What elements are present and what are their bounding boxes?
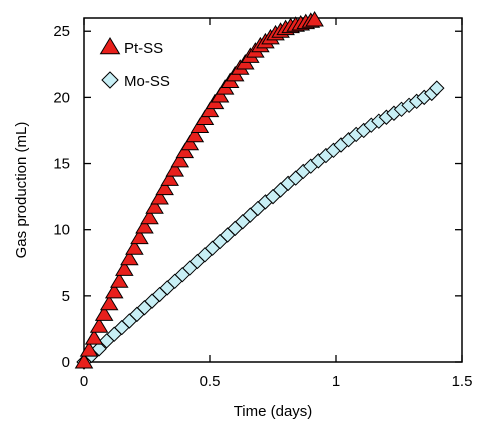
mo-ss-point xyxy=(429,80,445,96)
legend: Pt-SS Mo-SS xyxy=(99,37,170,90)
y-tick-label: 20 xyxy=(53,89,70,106)
pt-ss-point xyxy=(89,317,109,333)
y-tick-label: 15 xyxy=(53,156,70,173)
pt-ss-point xyxy=(145,198,164,214)
pt-ss-point xyxy=(120,249,139,266)
legend-label-mo-ss: Mo-SS xyxy=(124,73,170,90)
legend-marker-mo-ss xyxy=(101,71,119,89)
x-axis-title: Time (days) xyxy=(234,403,313,420)
legend-label-pt-ss: Pt-SS xyxy=(124,40,163,57)
pt-ss-point xyxy=(195,109,215,126)
pt-ss-point xyxy=(160,170,179,186)
pt-ss-point xyxy=(130,228,149,245)
pt-ss-point xyxy=(180,134,200,151)
pt-ss-point xyxy=(109,272,129,288)
pt-ss-point xyxy=(94,305,114,321)
pt-ss-point xyxy=(74,353,94,369)
plot-frame xyxy=(83,17,463,363)
series-pt-ss xyxy=(74,11,324,369)
pt-ss-point xyxy=(79,341,99,357)
pt-ss-point xyxy=(175,142,195,159)
y-tick-label: 0 xyxy=(62,354,70,371)
pt-ss-point xyxy=(125,239,144,255)
x-tick-label: 1 xyxy=(332,373,340,390)
axis-tick-labels: 0 0.5 1 1.5 0 5 10 15 20 25 xyxy=(53,23,472,390)
pt-ss-point xyxy=(135,218,154,234)
x-tick-label: 0.5 xyxy=(200,373,221,390)
pt-ss-point xyxy=(140,208,159,225)
pt-ss-point xyxy=(170,151,190,168)
pt-ss-point xyxy=(190,117,210,133)
y-tick-label: 10 xyxy=(53,222,70,239)
data-layer xyxy=(74,11,445,370)
y-axis-title: Gas production (mL) xyxy=(13,122,30,259)
x-tick-label: 0 xyxy=(80,373,88,390)
y-tick-label: 5 xyxy=(62,288,70,305)
pt-ss-point xyxy=(84,329,104,345)
pt-ss-point xyxy=(200,101,220,118)
pt-ss-point xyxy=(305,11,324,27)
pt-ss-point xyxy=(165,161,185,177)
pt-ss-point xyxy=(155,179,174,196)
legend-marker-pt-ss xyxy=(99,37,121,55)
series-mo-ss xyxy=(76,80,445,370)
pt-ss-point xyxy=(104,282,124,299)
pt-ss-point xyxy=(115,260,134,276)
x-tick-label: 1.5 xyxy=(452,373,473,390)
pt-ss-point xyxy=(150,188,169,205)
pt-ss-point xyxy=(185,126,205,143)
pt-ss-point xyxy=(99,294,119,311)
pt-ss-point xyxy=(210,87,230,103)
y-tick-label: 25 xyxy=(53,23,70,40)
